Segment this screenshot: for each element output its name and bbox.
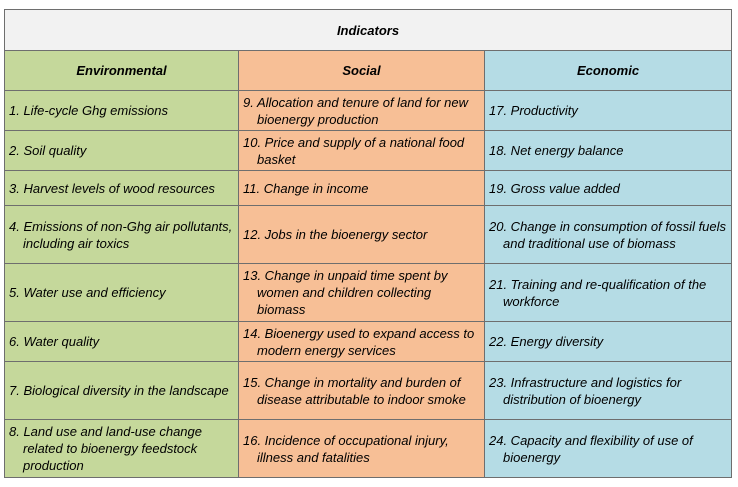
- table-row: 8. Land use and land-use change related …: [4, 419, 733, 478]
- economic-cell: 19. Gross value added: [483, 170, 733, 206]
- cell-text: 3. Harvest levels of wood resources: [9, 180, 215, 196]
- table-row: 7. Biological diversity in the landscape…: [4, 361, 733, 420]
- table-row: 2. Soil quality 10. Price and supply of …: [4, 130, 733, 171]
- table-title: Indicators: [3, 9, 733, 51]
- cell-text: 14. Bioenergy used to expand access to m…: [243, 325, 475, 358]
- economic-cell: 20. Change in consumption of fossil fuel…: [483, 205, 733, 264]
- column-header-economic: Economic: [483, 50, 733, 91]
- cell-text: 7. Biological diversity in the landscape: [9, 383, 229, 398]
- cell-text: 1. Life-cycle Ghg emissions: [9, 103, 168, 118]
- cell-text: 9. Allocation and tenure of land for new…: [243, 94, 468, 127]
- social-cell: 10. Price and supply of a national food …: [238, 130, 485, 171]
- cell-text: 17. Productivity: [489, 103, 578, 118]
- cell-text: 11. Change in income: [243, 180, 369, 196]
- cell-text: 5. Water use and efficiency: [9, 285, 166, 300]
- cell-text: 16. Incidence of occupational injury, il…: [243, 432, 449, 465]
- environmental-cell: 7. Biological diversity in the landscape: [4, 361, 239, 420]
- environmental-cell: 8. Land use and land-use change related …: [4, 419, 239, 478]
- economic-cell: 21. Training and re-qualification of the…: [483, 263, 733, 322]
- cell-text: 10. Price and supply of a national food …: [243, 134, 465, 167]
- cell-text: 23. Infrastructure and logistics for dis…: [489, 374, 682, 407]
- cell-text: 4. Emissions of non-Ghg air pollutants, …: [9, 218, 233, 251]
- environmental-cell: 1. Life-cycle Ghg emissions: [4, 90, 239, 131]
- economic-cell: 18. Net energy balance: [483, 130, 733, 171]
- cell-text: 12. Jobs in the bioenergy sector: [243, 227, 428, 242]
- column-header-row: Environmental Social Economic: [4, 50, 733, 91]
- social-cell: 9. Allocation and tenure of land for new…: [238, 90, 485, 131]
- social-cell: 15. Change in mortality and burden of di…: [238, 361, 485, 420]
- social-cell: 12. Jobs in the bioenergy sector: [238, 205, 485, 264]
- environmental-cell: 2. Soil quality: [4, 130, 239, 171]
- cell-text: 8. Land use and land-use change related …: [9, 424, 202, 473]
- cell-text: 21. Training and re-qualification of the…: [489, 276, 707, 309]
- cell-text: 13. Change in unpaid time spent by women…: [243, 268, 448, 317]
- cell-text: 2. Soil quality: [9, 143, 87, 158]
- cell-text: 6. Water quality: [9, 334, 100, 349]
- social-cell: 14. Bioenergy used to expand access to m…: [238, 321, 485, 362]
- economic-cell: 22. Energy diversity: [483, 321, 733, 362]
- social-cell: 16. Incidence of occupational injury, il…: [238, 419, 485, 478]
- cell-text: 15. Change in mortality and burden of di…: [243, 374, 466, 407]
- cell-text: 18. Net energy balance: [489, 143, 624, 158]
- economic-cell: 23. Infrastructure and logistics for dis…: [483, 361, 733, 420]
- environmental-cell: 3. Harvest levels of wood resources: [4, 170, 239, 206]
- column-header-environmental: Environmental: [4, 50, 239, 91]
- table-row: 6. Water quality 14. Bioenergy used to e…: [4, 321, 733, 362]
- social-cell: 11. Change in income: [238, 170, 485, 206]
- table-row: 3. Harvest levels of wood resources 11. …: [4, 170, 733, 206]
- title-row: Indicators: [3, 9, 733, 51]
- environmental-cell: 4. Emissions of non-Ghg air pollutants, …: [4, 205, 239, 264]
- environmental-cell: 5. Water use and efficiency: [4, 263, 239, 322]
- cell-text: 22. Energy diversity: [489, 334, 604, 349]
- column-header-social: Social: [238, 50, 485, 91]
- indicators-table: Indicators Environmental Social Economic…: [3, 9, 733, 478]
- cell-text: 24. Capacity and flexibility of use of b…: [489, 432, 693, 465]
- cell-text: 19. Gross value added: [489, 180, 620, 196]
- table-row: 5. Water use and efficiency 13. Change i…: [4, 263, 733, 322]
- cell-text: 20. Change in consumption of fossil fuel…: [489, 218, 727, 251]
- environmental-cell: 6. Water quality: [4, 321, 239, 362]
- table-row: 1. Life-cycle Ghg emissions 9. Allocatio…: [4, 90, 733, 131]
- economic-cell: 24. Capacity and flexibility of use of b…: [483, 419, 733, 478]
- economic-cell: 17. Productivity: [483, 90, 733, 131]
- social-cell: 13. Change in unpaid time spent by women…: [238, 263, 485, 322]
- table-row: 4. Emissions of non-Ghg air pollutants, …: [4, 205, 733, 264]
